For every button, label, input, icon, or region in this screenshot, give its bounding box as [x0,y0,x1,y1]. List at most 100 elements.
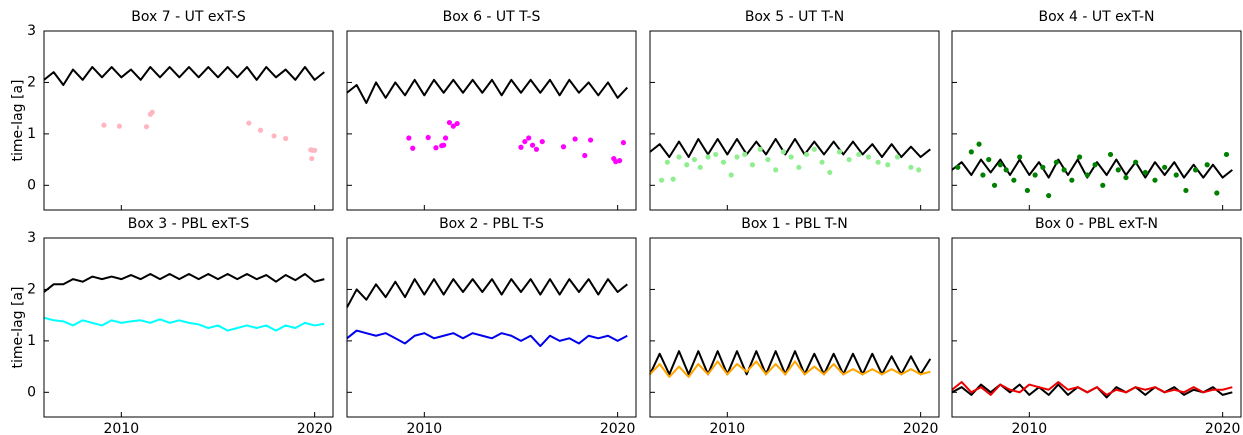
scatter-point [875,159,881,165]
panel-frame [43,30,334,211]
scatter-point [529,142,536,148]
scatter-point [101,122,107,128]
scatter-point [1173,172,1179,178]
scatter-point [620,140,627,146]
panel-frame [951,30,1242,211]
scatter-point [827,169,833,176]
scatter-point [1061,167,1067,173]
scatter-point [425,134,431,141]
y-tick-label: 2 [27,281,36,297]
series-line [346,78,629,105]
panel-title: Box 7 - UT exT-S [131,9,246,25]
scatter-point [1214,190,1220,196]
x-tick-label: 2020 [297,421,333,435]
series-line [649,350,932,376]
panel-frame [649,30,940,211]
panel-frame [649,237,940,418]
y-tick-label: 1 [27,126,36,142]
scatter-point [1092,162,1098,168]
x-tick-label: 2010 [407,421,443,435]
series-line [43,66,325,87]
scatter-point [811,146,817,152]
panel-title: Box 4 - UT exT-N [1038,9,1154,25]
y-axis-label: time-lag [a] [10,287,26,369]
scatter-point [271,133,277,139]
scatter-point [560,144,567,150]
scatter-point [406,135,412,141]
y-tick-label: 2 [27,74,36,90]
scatter-point [997,162,1003,168]
scatter-point [1017,154,1023,160]
scatter-point [749,162,756,168]
panel-title: Box 3 - PBL exT-S [128,216,250,232]
scatter-point [1123,174,1129,181]
panel-frame [951,237,1242,418]
scatter-point [1107,151,1114,158]
x-tick-label: 2020 [1205,421,1241,435]
y-tick-label: 3 [27,23,36,39]
scatter-point [788,154,794,160]
scatter-point [441,142,447,148]
scatter-point [149,109,155,115]
x-tick-label: 2010 [1012,421,1048,435]
scatter-point [658,177,665,183]
series-line [43,273,325,293]
scatter-point [713,151,719,158]
series-line [649,360,931,378]
panel-title: Box 0 - PBL exT-N [1035,216,1158,232]
scatter-point [433,145,439,151]
scatter-point [742,151,748,158]
scatter-point [780,149,786,155]
panel-title: Box 2 - PBL T-S [439,216,544,232]
series-line [346,278,628,308]
scatter-point [1011,177,1017,183]
scatter-point [916,167,922,173]
scatter-point [522,138,528,145]
scatter-point [968,149,974,155]
scatter-point [1024,187,1030,194]
y-tick-label: 0 [27,384,36,400]
scatter-point [1069,177,1075,183]
scatter-point [691,156,698,163]
scatter-point [846,156,852,163]
scatter-point [765,156,771,163]
scatter-point [257,127,264,133]
y-tick-label: 0 [27,177,36,193]
scatter-point [1162,164,1168,170]
scatter-point [1223,151,1230,158]
scatter-point [908,164,914,170]
scatter-point [1115,167,1121,173]
series-line [346,329,628,348]
scatter-point [533,146,540,152]
scatter-point [803,151,810,158]
scatter-point [1133,159,1139,165]
scatter-point [819,159,825,165]
scatter-point [664,159,670,165]
scatter-point [616,158,623,164]
scatter-point [773,167,779,173]
y-tick-label: 3 [27,230,36,246]
scatter-point [670,176,676,182]
panel-frame [346,30,637,211]
scatter-point [116,123,122,129]
scatter-point [705,154,711,160]
scatter-point [734,154,740,160]
scatter-point [976,141,982,147]
panel-frame [346,237,637,418]
scatter-point [1003,167,1009,173]
panel-frame [43,237,334,418]
scatter-point [283,135,289,142]
scatter-point [246,120,252,126]
panel-title: Box 6 - UT T-S [443,9,541,25]
scatter-point [1152,177,1158,183]
scatter-point [1076,154,1083,160]
scatter-point [446,119,453,126]
panel-title: Box 1 - PBL T-N [741,216,847,232]
scatter-point [582,152,588,159]
scatter-point [518,144,524,150]
scatter-point [980,172,986,178]
panel-title: Box 5 - UT T-N [745,9,844,25]
scatter-point [955,164,961,170]
